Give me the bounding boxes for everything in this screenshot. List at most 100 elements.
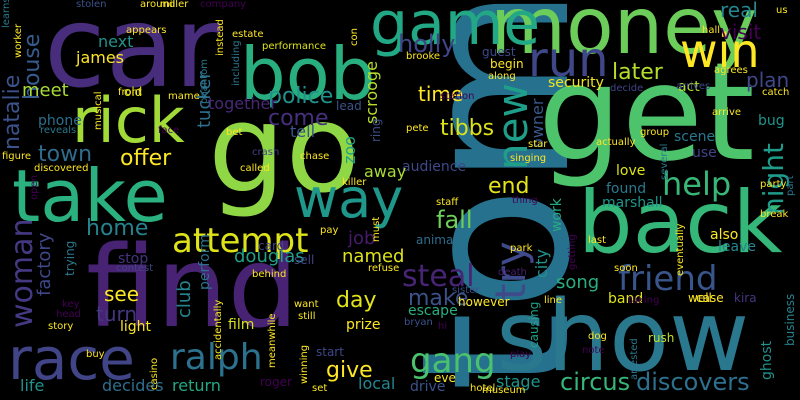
- word: use: [692, 145, 717, 161]
- word: discovers: [636, 368, 750, 396]
- word: still: [298, 311, 316, 322]
- word: bryan: [404, 317, 433, 328]
- word: taking: [628, 295, 660, 306]
- word: agrees: [714, 65, 748, 76]
- word: game: [370, 0, 541, 59]
- word: trying: [63, 240, 77, 276]
- word: ghost: [759, 340, 775, 380]
- word: arrested: [629, 338, 640, 380]
- word: act: [678, 79, 700, 95]
- word: go: [208, 78, 361, 220]
- word: pete: [406, 123, 429, 134]
- word: killer: [342, 177, 367, 188]
- word: home: [86, 216, 149, 241]
- word: roger: [260, 375, 292, 389]
- word: brooke: [406, 51, 441, 62]
- word: called: [240, 163, 270, 174]
- word: case: [696, 291, 724, 305]
- word: attempt: [172, 221, 309, 261]
- word: help: [662, 165, 732, 203]
- word: tell: [290, 122, 316, 141]
- word: friend: [618, 259, 718, 299]
- word: several: [659, 143, 670, 180]
- word: show: [496, 280, 750, 394]
- word: found: [606, 181, 647, 197]
- word: together: [208, 94, 277, 113]
- word: bug: [758, 113, 785, 129]
- word: meet: [22, 80, 69, 101]
- word: escape: [408, 303, 458, 319]
- word: town: [38, 142, 93, 167]
- word: eventually: [675, 223, 686, 276]
- word: find: [86, 223, 299, 353]
- word: phone: [38, 113, 82, 129]
- word: natalie: [0, 74, 25, 150]
- word: win: [680, 24, 760, 78]
- word: gang: [410, 341, 496, 381]
- word: song: [556, 272, 600, 293]
- word: company: [200, 0, 247, 10]
- word: phantom: [199, 59, 210, 104]
- word: bet: [226, 127, 243, 138]
- word: club: [174, 280, 195, 318]
- word: winning: [299, 344, 310, 384]
- word: eve: [434, 371, 456, 385]
- word: rush: [648, 331, 675, 345]
- word: station: [440, 91, 475, 102]
- word: james: [76, 48, 125, 67]
- word: douglas: [234, 246, 305, 267]
- word: card: [258, 239, 285, 253]
- word: story: [48, 321, 74, 332]
- word: audience: [402, 159, 467, 175]
- word: well: [688, 291, 712, 305]
- word: face: [158, 125, 180, 136]
- word: lead: [336, 99, 362, 113]
- word: con: [349, 28, 360, 46]
- word: local: [358, 374, 396, 393]
- word: scene: [674, 129, 716, 145]
- word: ralph: [170, 337, 263, 378]
- word: appears: [126, 25, 167, 36]
- word: also: [710, 227, 739, 243]
- word: getting: [567, 234, 578, 270]
- word: start: [316, 345, 344, 359]
- word: learns: [1, 0, 12, 28]
- word: work: [549, 198, 565, 232]
- word: light: [120, 319, 152, 335]
- word: rick: [72, 84, 185, 157]
- word: singing: [510, 153, 547, 164]
- word: later: [612, 60, 663, 85]
- word: open: [29, 175, 40, 200]
- word: miller: [160, 0, 189, 10]
- word: us: [776, 5, 788, 16]
- word: stage: [496, 372, 541, 391]
- word: named: [342, 246, 405, 267]
- word: police: [268, 84, 334, 109]
- word: drive: [410, 379, 446, 395]
- word: old: [124, 85, 143, 99]
- word: around: [140, 0, 176, 10]
- word: animal: [416, 233, 457, 247]
- word: soon: [614, 263, 638, 274]
- word: play: [510, 349, 532, 360]
- word: return: [172, 376, 221, 395]
- word: along: [488, 71, 516, 82]
- word: love: [616, 163, 646, 179]
- word: note: [582, 345, 605, 356]
- word: take: [12, 154, 168, 238]
- word: see: [104, 282, 140, 306]
- word: make: [408, 286, 469, 311]
- word: part: [785, 175, 796, 196]
- word: accidentally: [213, 299, 224, 360]
- word: kira: [734, 291, 757, 305]
- word: crash: [252, 147, 280, 158]
- word: worker: [13, 23, 24, 58]
- word: tibbs: [440, 116, 495, 141]
- word: hotel: [470, 383, 496, 394]
- word: discovered: [34, 163, 89, 174]
- word: way: [294, 167, 404, 230]
- word: behind: [252, 269, 287, 280]
- word: actually: [596, 137, 636, 148]
- word: marshall: [602, 195, 663, 211]
- word: decides: [102, 376, 164, 395]
